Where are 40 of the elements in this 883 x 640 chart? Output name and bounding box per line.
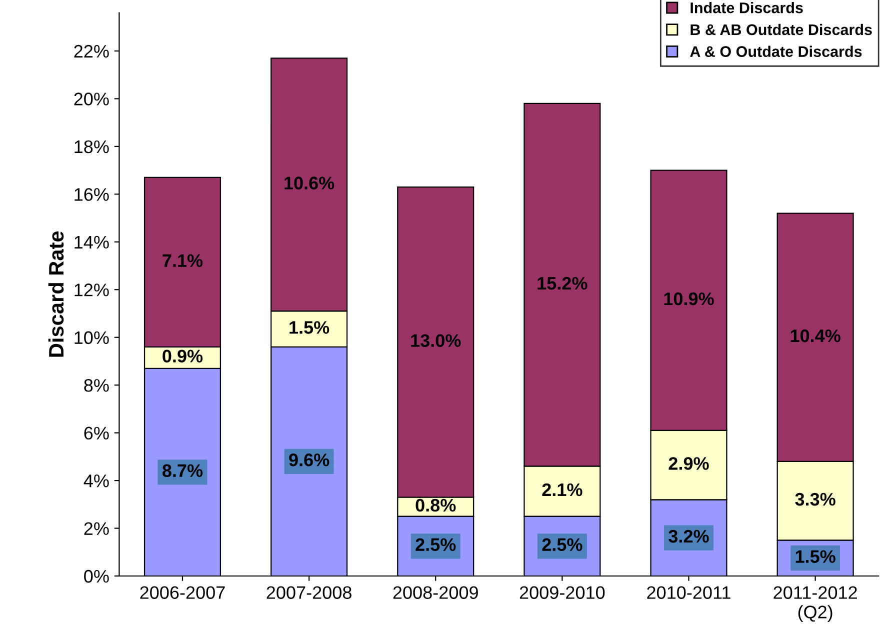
y-tick-label: 2% <box>84 522 109 535</box>
x-tick-label: 2007-2008 <box>266 586 352 599</box>
data-label: 0.8% <box>416 498 456 512</box>
y-tick-label: 6% <box>84 426 109 440</box>
y-tick-label: 0% <box>84 570 109 583</box>
data-label: 8.7% <box>162 464 203 478</box>
legend-label: Indate Discards <box>690 2 803 14</box>
x-tick-label: 2010-2011 <box>647 586 730 599</box>
y-tick-label: 16% <box>74 188 109 201</box>
y-tick-label: 4% <box>84 474 109 488</box>
x-tick-label: 2011-2012 (Q2) <box>774 586 857 622</box>
data-label: 3.3% <box>795 492 836 506</box>
x-tick-label: 2006-2007 <box>140 586 225 599</box>
data-label: 13.0% <box>411 334 461 347</box>
y-axis-title: Discard Rate <box>48 231 64 357</box>
y-tick-label: 12% <box>74 284 109 296</box>
legend-label: A & O Outdate Discards <box>690 46 862 57</box>
y-tick-label: 14% <box>74 236 109 249</box>
y-tick-label: 22% <box>74 44 109 58</box>
data-label: 10.9% <box>664 292 714 306</box>
data-label: 3.2% <box>668 530 709 543</box>
legend-label: B & AB Outdate Discards <box>690 24 872 36</box>
y-tick-label: 20% <box>74 92 109 106</box>
data-label: 10.6% <box>284 176 334 190</box>
x-tick-label: 2008-2009 <box>393 586 478 599</box>
data-label: 2.1% <box>542 483 582 496</box>
data-label: 1.5% <box>290 321 330 334</box>
data-label: 10.4% <box>790 329 840 342</box>
data-label: 0.9% <box>162 350 203 362</box>
y-tick-label: 10% <box>74 331 109 344</box>
data-label: 2.5% <box>416 538 456 552</box>
data-label: 9.6% <box>289 454 330 466</box>
data-label: 2.9% <box>668 457 709 470</box>
y-tick-label: 8% <box>84 379 109 392</box>
y-tick-label: 18% <box>74 140 109 154</box>
x-tick-label: 2009-2010 <box>520 586 605 599</box>
data-label: 1.5% <box>796 550 836 563</box>
data-label: 7.1% <box>162 254 203 267</box>
data-label: 2.5% <box>542 538 582 552</box>
data-label: 15.2% <box>538 276 588 290</box>
